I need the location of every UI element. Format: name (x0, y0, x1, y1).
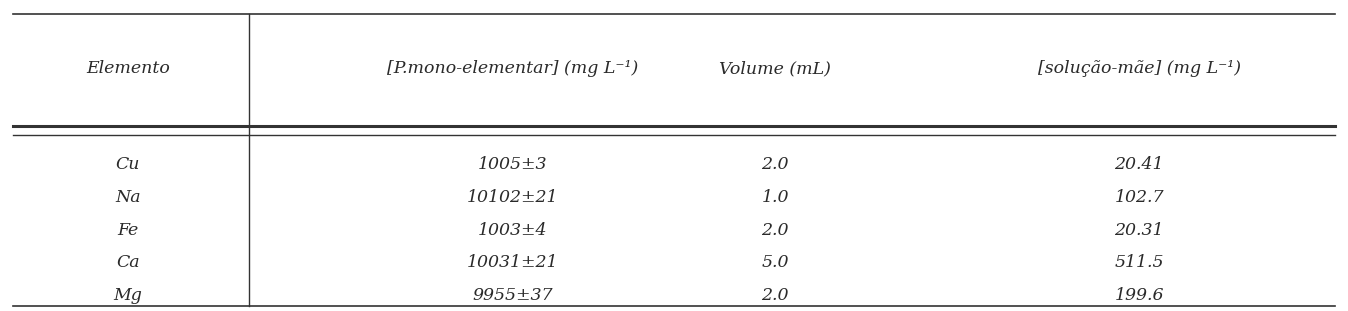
Text: Mg: Mg (113, 287, 143, 304)
Text: 5.0: 5.0 (762, 254, 789, 271)
Text: 1.0: 1.0 (762, 189, 789, 206)
Text: 199.6: 199.6 (1115, 287, 1163, 304)
Text: 2.0: 2.0 (762, 287, 789, 304)
Text: 20.41: 20.41 (1115, 156, 1163, 173)
Text: Fe: Fe (117, 222, 139, 239)
Text: Na: Na (115, 189, 142, 206)
Text: 1005±3: 1005±3 (477, 156, 547, 173)
Text: 9955±37: 9955±37 (472, 287, 553, 304)
Text: 10031±21: 10031±21 (466, 254, 558, 271)
Text: [P.mono-elementar] (mg L⁻¹): [P.mono-elementar] (mg L⁻¹) (387, 60, 638, 77)
Text: 10102±21: 10102±21 (466, 189, 558, 206)
Text: [solução-mãe] (mg L⁻¹): [solução-mãe] (mg L⁻¹) (1038, 60, 1240, 77)
Text: 2.0: 2.0 (762, 156, 789, 173)
Text: 102.7: 102.7 (1115, 189, 1163, 206)
Text: Cu: Cu (116, 156, 140, 173)
Text: 2.0: 2.0 (762, 222, 789, 239)
Text: Ca: Ca (116, 254, 140, 271)
Text: 20.31: 20.31 (1115, 222, 1163, 239)
Text: Volume (mL): Volume (mL) (720, 60, 830, 77)
Text: 511.5: 511.5 (1115, 254, 1163, 271)
Text: Elemento: Elemento (86, 60, 170, 77)
Text: 1003±4: 1003±4 (477, 222, 547, 239)
